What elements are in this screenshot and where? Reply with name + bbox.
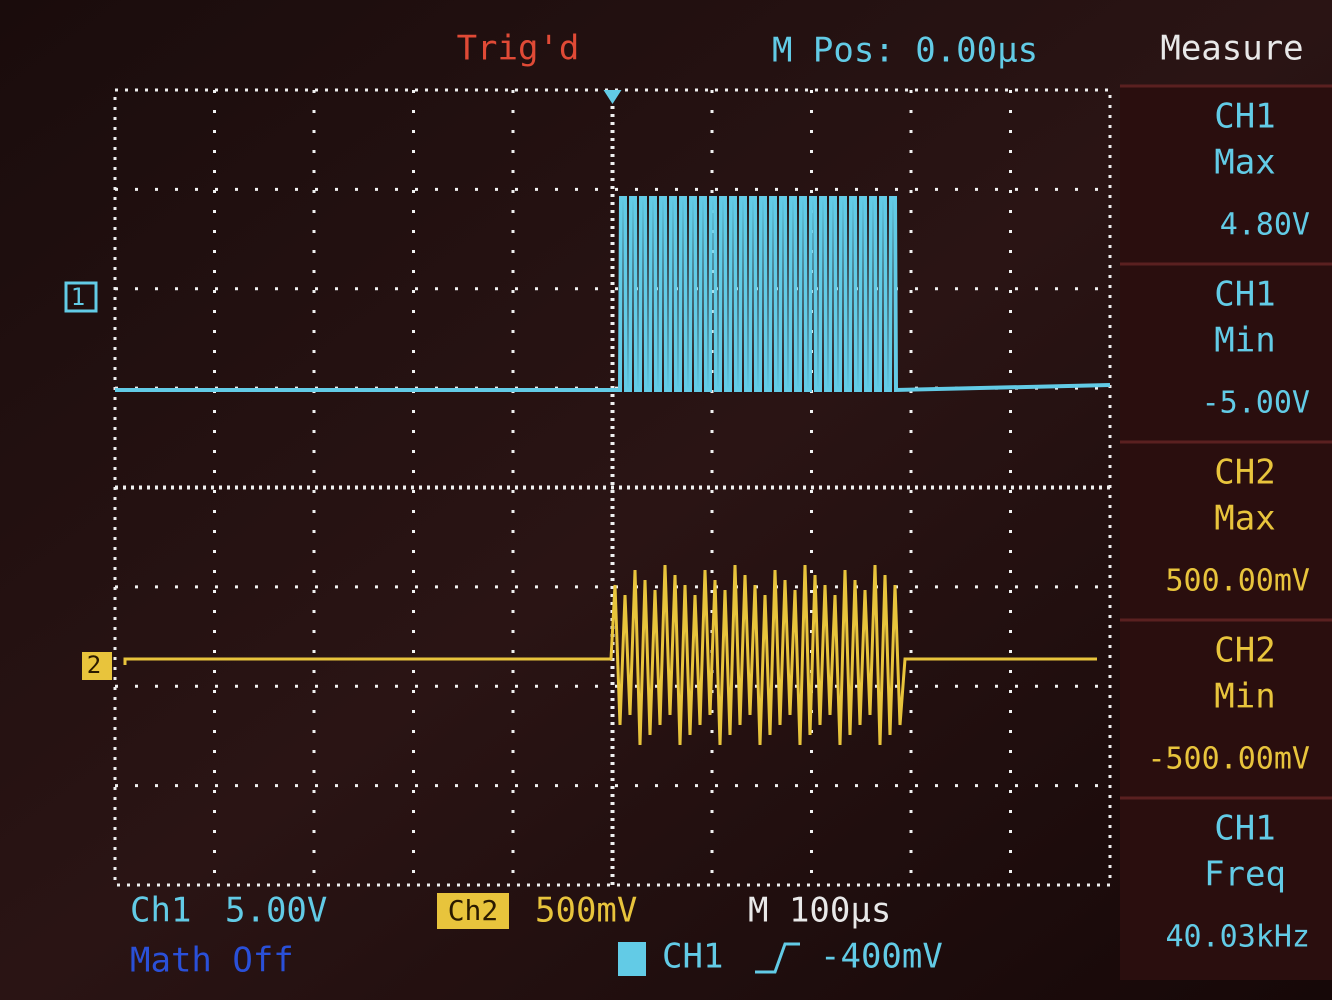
- measure-channel: CH2: [1214, 453, 1275, 493]
- ch2-waveform: [123, 564, 1097, 746]
- timebase: M 100µs: [748, 891, 891, 931]
- measure-type: Min: [1214, 321, 1275, 361]
- measure-title: Measure: [1160, 29, 1303, 69]
- measure-value: 500.00mV: [1166, 564, 1311, 599]
- trigger-position-marker: [603, 90, 622, 104]
- measure-list: CH1 Max 4.80V CH1 Min -5.00V CH2 Max 500.00mV CH2…: [1120, 84, 1332, 955]
- measure-panel: [1120, 85, 1332, 980]
- measure-channel: CH2: [1214, 631, 1275, 671]
- measure-channel: CH1: [1214, 275, 1275, 315]
- ch1-label: Ch1: [130, 891, 191, 931]
- ch1-marker-box: [64, 281, 98, 313]
- ch2-label-box: [437, 893, 509, 929]
- trigger-status: Trig'd: [457, 29, 580, 69]
- measure-value: 40.03kHz: [1166, 920, 1311, 955]
- measure-value: -500.00mV: [1147, 742, 1310, 777]
- trigger-slope: [755, 942, 800, 974]
- measure-value: -5.00V: [1202, 386, 1310, 421]
- ch2-label: Ch2: [448, 894, 499, 927]
- math-status: Math Off: [130, 941, 294, 981]
- ch1-marker: 1: [71, 283, 85, 311]
- ch2-marker-box: [82, 652, 112, 680]
- horizontal-position: M Pos: 0.00µs: [772, 31, 1038, 71]
- ch2-scale: 500mV: [535, 891, 637, 931]
- graticule: [113, 88, 1112, 887]
- measure-channel: CH1: [1214, 97, 1275, 137]
- ch2-marker: 2: [87, 651, 101, 679]
- ch1-scale: 5.00V: [225, 891, 327, 931]
- measure-value: 4.80V: [1220, 208, 1310, 243]
- measure-type: Freq: [1204, 855, 1286, 895]
- waveforms: [115, 196, 1111, 746]
- measure-type: Max: [1214, 499, 1275, 539]
- trigger-level: -400mV: [820, 937, 943, 977]
- measure-channel: CH1: [1214, 809, 1275, 849]
- trigger-icon: [618, 942, 646, 976]
- trigger-source: CH1: [662, 937, 723, 977]
- measure-type: Min: [1214, 677, 1275, 717]
- ch1-waveform: [115, 196, 1111, 393]
- measure-type: Max: [1214, 143, 1275, 183]
